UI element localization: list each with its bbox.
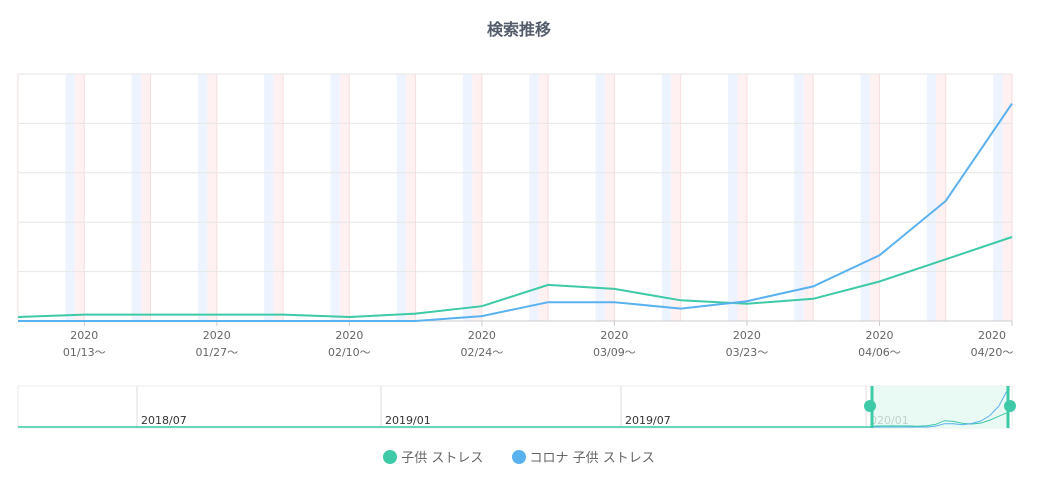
x-tick-label-year: 2020 — [733, 329, 761, 342]
navigator-handle-grip-left[interactable] — [864, 400, 876, 412]
sunday-band — [870, 74, 880, 321]
sunday-band — [737, 74, 747, 321]
navigator-series-line-2 — [872, 388, 1009, 428]
sunday-band — [406, 74, 416, 321]
x-tick-label-year: 2020 — [978, 329, 1006, 342]
series-line-2 — [18, 103, 1013, 322]
x-tick-label-year: 2020 — [865, 329, 893, 342]
chart-svg: 2020 01/13〜 2020 01/27〜 2020 02/10〜 2020 02/24〜… — [17, 73, 1016, 429]
navigator-label: 2019/01 — [385, 414, 431, 427]
sunday-band — [803, 74, 814, 321]
saturday-band — [131, 74, 142, 321]
x-tick-label-date: 01/27〜 — [195, 346, 238, 359]
navigator-label: 2019/07 — [625, 414, 671, 427]
x-tick-label-year: 2020 — [600, 329, 628, 342]
saturday-band — [860, 74, 870, 321]
saturday-band — [728, 74, 738, 321]
navigator-label: 2018/07 — [141, 414, 187, 427]
sunday-band — [538, 74, 549, 321]
x-tick-label-date: 03/09〜 — [593, 346, 636, 359]
legend: 子供 ストレス コロナ 子供 ストレス — [0, 447, 1038, 468]
legend-dot-series-2 — [511, 449, 526, 464]
saturday-band — [926, 74, 937, 321]
x-tick-label-date: 04/06〜 — [858, 346, 901, 359]
x-tick-label-year: 2020 — [335, 329, 363, 342]
sunday-band — [936, 74, 946, 321]
saturday-band — [661, 74, 672, 321]
sunday-band — [671, 74, 681, 321]
sunday-band — [273, 74, 284, 321]
sunday-band — [141, 74, 151, 321]
chart-title: 検索推移 — [486, 20, 551, 39]
saturday-band — [396, 74, 407, 321]
navigator-selection[interactable] — [872, 386, 1008, 428]
sunday-band — [604, 74, 615, 321]
x-tick-label-date: 04/20〜 — [971, 346, 1014, 359]
saturday-band — [529, 74, 539, 321]
saturday-band — [264, 74, 274, 321]
sunday-band — [1002, 74, 1012, 321]
x-tick-label-date: 02/24〜 — [461, 346, 504, 359]
x-tick-label-date: 01/13〜 — [63, 346, 106, 359]
sunday-band — [74, 74, 85, 321]
series-line-1 — [17, 236, 1013, 319]
x-tick-label-date: 03/23〜 — [726, 346, 769, 359]
saturday-band — [65, 74, 75, 321]
legend-item-series-1[interactable]: 子供 ストレス — [383, 447, 483, 466]
saturday-band — [595, 74, 605, 321]
saturday-band — [197, 74, 208, 321]
x-tick-label-year: 2020 — [70, 329, 98, 342]
x-tick-label-year: 2020 — [203, 329, 231, 342]
saturday-band — [993, 74, 1003, 321]
x-tick-label-year: 2020 — [468, 329, 496, 342]
saturday-band — [330, 74, 340, 321]
legend-item-series-2[interactable]: コロナ 子供 ストレス — [511, 447, 655, 466]
x-tick-label-date: 02/10〜 — [328, 346, 371, 359]
sunday-band — [339, 74, 350, 321]
legend-dot-series-1 — [383, 449, 398, 464]
legend-label-series-2: コロナ 子供 ストレス — [529, 451, 655, 466]
saturday-band — [794, 74, 804, 321]
navigator-handle-grip-right[interactable] — [1004, 400, 1016, 412]
navigator-series-line-1 — [871, 411, 1009, 427]
sunday-band — [472, 74, 482, 321]
sunday-band — [207, 74, 217, 321]
legend-label-series-1: 子供 ストレス — [401, 451, 484, 466]
saturday-band — [462, 74, 473, 321]
navigator-background — [17, 385, 1013, 429]
